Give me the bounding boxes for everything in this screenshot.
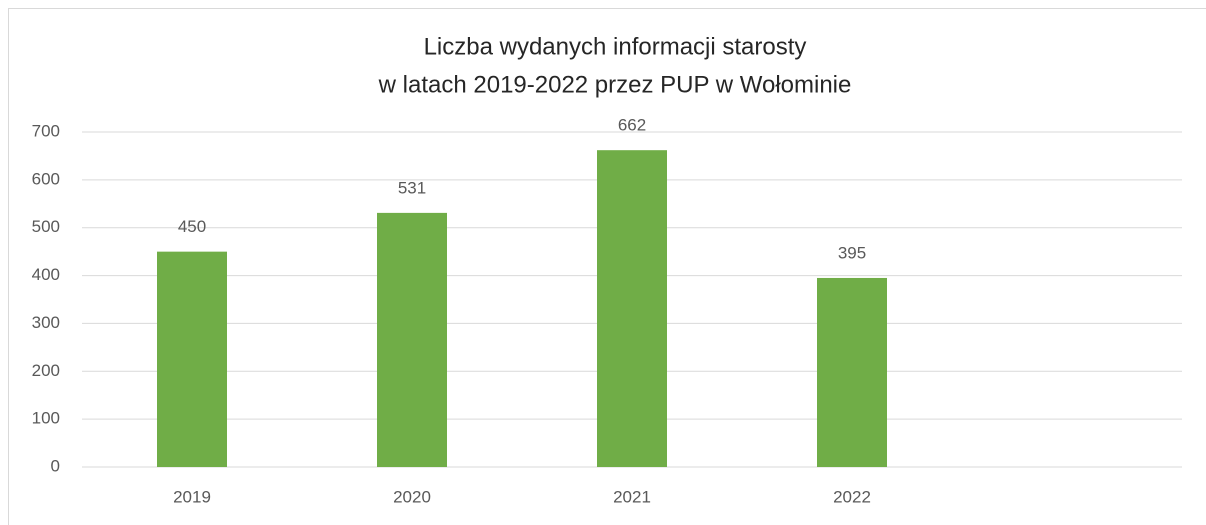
data-label: 531: [398, 178, 426, 197]
y-tick-label: 700: [32, 121, 60, 140]
chart-title: Liczba wydanych informacji starosty: [424, 33, 807, 60]
x-tick-label: 2022: [833, 487, 871, 506]
x-tick-label: 2021: [613, 487, 651, 506]
x-tick-label: 2019: [173, 487, 211, 506]
bar: [597, 150, 667, 467]
data-label: 662: [618, 116, 646, 135]
y-tick-label: 0: [51, 456, 60, 475]
y-tick-label: 200: [32, 361, 60, 380]
data-label: 395: [838, 243, 866, 262]
bar: [157, 251, 227, 467]
y-tick-label: 400: [32, 265, 60, 284]
bar: [377, 212, 447, 467]
x-tick-label: 2020: [393, 487, 431, 506]
chart-title: w latach 2019-2022 przez PUP w Wołominie: [378, 71, 852, 98]
y-tick-label: 600: [32, 169, 60, 188]
y-tick-label: 500: [32, 217, 60, 236]
y-tick-label: 100: [32, 409, 60, 428]
data-label: 450: [178, 217, 206, 236]
bar: [817, 277, 887, 467]
y-tick-label: 300: [32, 313, 60, 332]
chart-frame: [8, 8, 1206, 525]
